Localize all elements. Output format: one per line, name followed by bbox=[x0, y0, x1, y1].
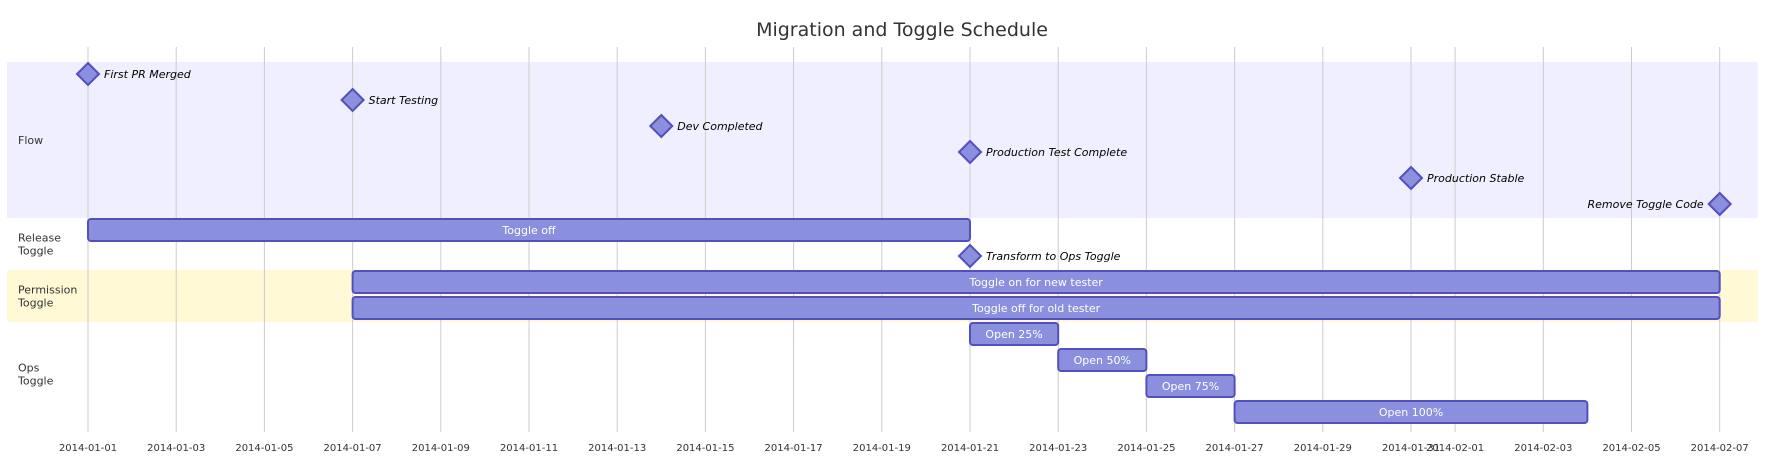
milestone-1-1 bbox=[957, 243, 983, 269]
milestone-0-3 bbox=[957, 139, 983, 165]
tick-label-0: 2014-01-01 bbox=[59, 443, 117, 454]
section-labels: Flow Release Toggle Permission Toggle Ops Togg… bbox=[17, 134, 77, 388]
task-bar-2-1 bbox=[351, 296, 1721, 320]
milestone-label-0-0: First PR Merged bbox=[104, 68, 192, 81]
tick-label-10: 2014-01-21 bbox=[941, 443, 999, 454]
task-label-2-1: Toggle off for old tester bbox=[971, 302, 1100, 315]
milestone-label-0-2: Dev Completed bbox=[677, 120, 763, 133]
task-bar-3-1 bbox=[1057, 348, 1148, 372]
section-label-2: Permission Toggle bbox=[17, 284, 77, 310]
milestone-label-1-1: Transform to Ops Toggle bbox=[986, 250, 1121, 263]
tick-label-18: 2014-02-05 bbox=[1602, 443, 1660, 454]
tick-label-6: 2014-01-13 bbox=[588, 443, 646, 454]
tick-label-17: 2014-02-03 bbox=[1514, 443, 1572, 454]
milestone-0-1 bbox=[340, 87, 366, 113]
task-bar-1-0 bbox=[87, 218, 971, 242]
section-label-3: Ops Toggle bbox=[17, 362, 54, 388]
milestone-label-0-3: Production Test Complete bbox=[986, 146, 1127, 159]
tick-label-4: 2014-01-09 bbox=[412, 443, 470, 454]
tick-label-7: 2014-01-15 bbox=[676, 443, 734, 454]
tick-label-14: 2014-01-29 bbox=[1294, 443, 1352, 454]
tick-label-2: 2014-01-05 bbox=[235, 443, 293, 454]
tick-label-3: 2014-01-07 bbox=[324, 443, 382, 454]
milestone-label-0-4: Production Stable bbox=[1427, 172, 1525, 185]
task-label-2-0: Toggle on for new tester bbox=[968, 276, 1103, 289]
tick-label-12: 2014-01-25 bbox=[1117, 443, 1175, 454]
chart-title: Migration and Toggle Schedule bbox=[756, 19, 1048, 41]
task-bars: First PR Merged Start Testing Dev Complete… bbox=[75, 61, 1733, 424]
tick-label-1: 2014-01-03 bbox=[147, 443, 205, 454]
section-band-0 bbox=[7, 62, 1758, 218]
task-label-3-2: Open 75% bbox=[1162, 380, 1219, 393]
tick-label-15: 2014-01-31 bbox=[1382, 443, 1440, 454]
milestone-0-0 bbox=[75, 61, 101, 87]
milestone-label-0-5: Remove Toggle Code bbox=[1588, 198, 1704, 211]
task-bar-3-2 bbox=[1145, 374, 1236, 398]
tick-label-8: 2014-01-17 bbox=[765, 443, 823, 454]
milestone-0-5 bbox=[1707, 191, 1733, 217]
task-bar-3-0 bbox=[969, 322, 1060, 346]
section-bands bbox=[7, 62, 1758, 426]
task-label-1-0: Toggle off bbox=[501, 224, 556, 237]
milestone-label-0-1: Start Testing bbox=[369, 94, 439, 107]
milestone-0-2 bbox=[648, 113, 674, 139]
task-bar-2-0 bbox=[351, 270, 1721, 294]
task-label-3-1: Open 50% bbox=[1074, 354, 1131, 367]
tick-label-16: 2014-02-01 bbox=[1426, 443, 1484, 454]
tick-label-9: 2014-01-19 bbox=[853, 443, 911, 454]
tick-label-13: 2014-01-27 bbox=[1206, 443, 1264, 454]
section-label-1: Release Toggle bbox=[17, 232, 61, 258]
task-label-3-3: Open 100% bbox=[1379, 406, 1443, 419]
tick-label-5: 2014-01-11 bbox=[500, 443, 558, 454]
task-label-3-0: Open 25% bbox=[985, 328, 1042, 341]
tick-label-19: 2014-02-07 bbox=[1691, 443, 1749, 454]
tick-label-11: 2014-01-23 bbox=[1029, 443, 1087, 454]
task-bar-3-3 bbox=[1233, 400, 1589, 424]
x-axis-ticks: 2014-01-01 2014-01-03 2014-01-05 2014-01-07… bbox=[59, 443, 1749, 454]
section-label-0: Flow bbox=[18, 134, 43, 147]
milestone-0-4 bbox=[1398, 165, 1424, 191]
